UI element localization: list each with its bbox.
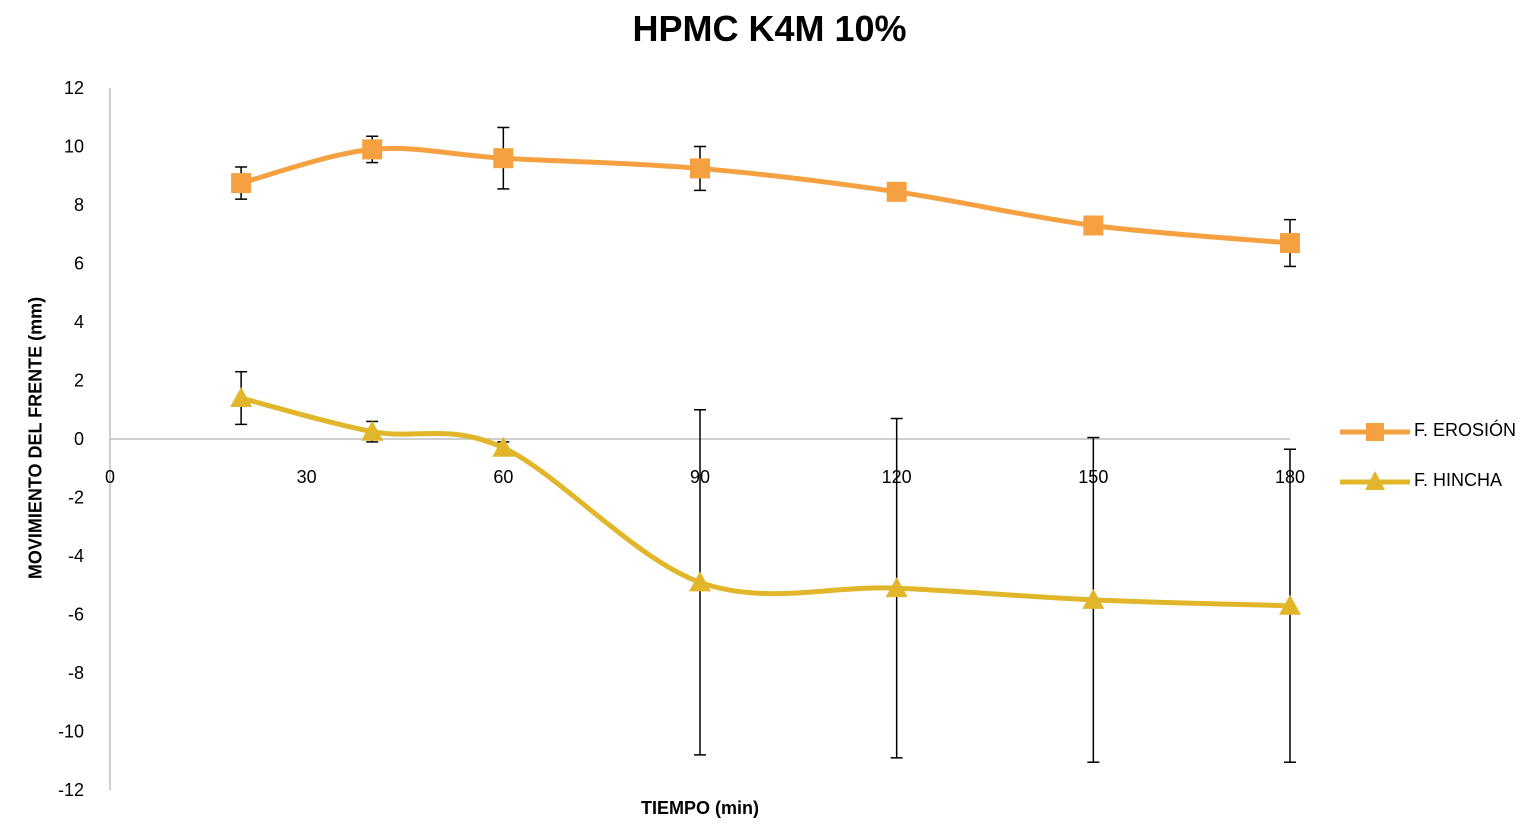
data-point-hincha [492, 436, 515, 457]
series-line-hincha [238, 395, 1293, 609]
y-tick-label: -6 [68, 605, 84, 625]
data-point-hincha [885, 577, 908, 598]
y-tick-label: -4 [68, 546, 84, 566]
data-point-erosion [1280, 233, 1300, 254]
legend-symbol-hincha [1340, 471, 1410, 490]
data-point-erosion [886, 181, 907, 202]
x-tick-label: 60 [493, 467, 513, 487]
y-tick-label: 4 [74, 312, 84, 332]
x-tick-label: 30 [297, 467, 317, 487]
y-tick-label: -8 [68, 663, 84, 683]
data-point-erosion [362, 139, 383, 160]
data-point-hincha [1279, 594, 1301, 615]
series-hincha [230, 370, 1301, 763]
y-tick-label: 8 [74, 195, 84, 215]
legend-label-erosion: F. EROSIÓN [1414, 420, 1517, 440]
data-point-hincha [230, 387, 253, 408]
data-point-erosion [1083, 215, 1104, 236]
data-point-hincha [689, 571, 711, 592]
data-point-erosion [231, 173, 252, 194]
y-tick-label: 2 [74, 371, 84, 391]
data-point-hincha [361, 420, 384, 441]
y-tick-label: -10 [58, 722, 84, 742]
legend-label-hincha: F. HINCHA [1414, 470, 1503, 490]
legend-symbol-erosion [1340, 423, 1410, 441]
y-tick-label: -12 [58, 780, 84, 800]
x-axis-label: TIEMPO (min) [641, 798, 759, 818]
chart-title: HPMC K4M 10% [632, 8, 907, 49]
series-erosion [231, 126, 1300, 268]
series-line-erosion [238, 145, 1293, 246]
y-tick-label: 0 [74, 429, 84, 449]
x-tick-label: 0 [105, 467, 115, 487]
data-point-erosion [690, 158, 710, 179]
data-point-hincha [1082, 588, 1105, 609]
data-point-erosion [493, 148, 514, 169]
y-tick-label: 12 [64, 78, 84, 98]
y-tick-label: 10 [64, 137, 84, 157]
y-tick-label: 6 [74, 254, 84, 274]
y-tick-label: -2 [68, 488, 84, 508]
